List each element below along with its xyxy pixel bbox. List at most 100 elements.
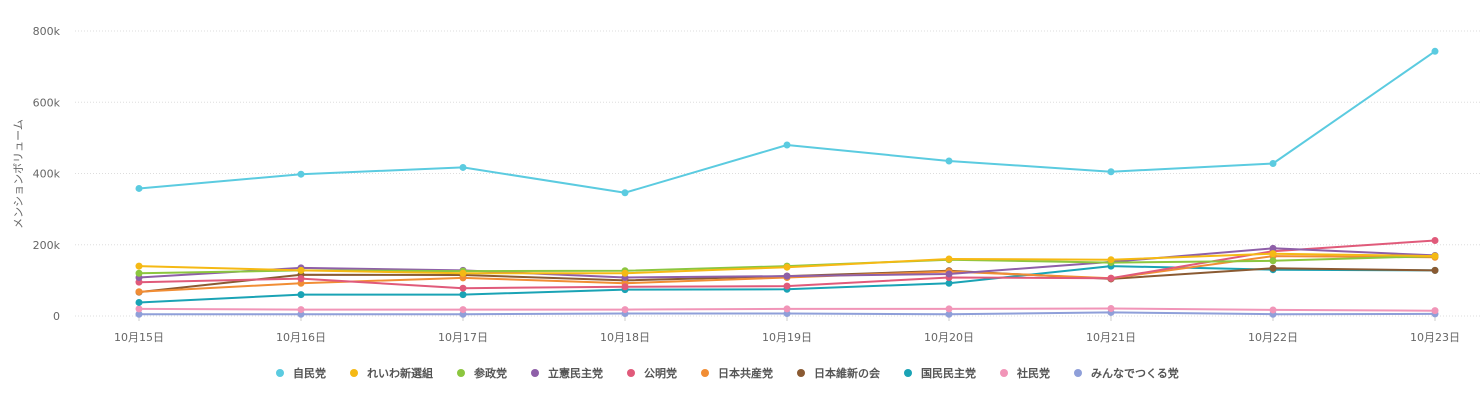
legend-marker xyxy=(1074,369,1082,377)
legend-item: 社民党 xyxy=(1000,366,1050,380)
data-point xyxy=(459,291,467,299)
data-point xyxy=(621,269,629,277)
y-tick-label: 800k xyxy=(33,25,61,38)
data-point xyxy=(1269,160,1277,168)
legend-label: 自民党 xyxy=(293,366,326,380)
data-point xyxy=(1431,47,1439,55)
data-point xyxy=(1269,250,1277,258)
data-point xyxy=(783,141,791,149)
data-point xyxy=(135,305,143,313)
series-2 xyxy=(135,250,1439,277)
legend-marker xyxy=(531,369,539,377)
legend-label: 日本維新の会 xyxy=(814,366,881,380)
y-axis: 0 200k 400k 600k 800k xyxy=(33,25,61,323)
data-point xyxy=(135,298,143,306)
y-tick-label: 600k xyxy=(33,96,61,109)
x-tick-label: 10月20日 xyxy=(924,331,974,344)
data-point xyxy=(783,263,791,271)
legend-marker xyxy=(627,369,635,377)
legend-label: 日本共産党 xyxy=(718,366,773,380)
data-point xyxy=(459,306,467,314)
legend-item: 日本維新の会 xyxy=(797,366,881,380)
legend-item: れいわ新選組 xyxy=(350,366,433,380)
data-point xyxy=(945,310,953,318)
legend-item: 自民党 xyxy=(276,366,326,380)
x-axis: 10月15日 10月16日 10月17日 10月18日 10月19日 10月20日 10月2… xyxy=(114,331,1460,344)
legend-label: 国民民主党 xyxy=(921,366,976,380)
data-point xyxy=(621,189,629,197)
legend-marker xyxy=(701,369,709,377)
data-point xyxy=(135,262,143,270)
data-point xyxy=(1107,274,1115,282)
y-tick-label: 200k xyxy=(33,239,61,252)
x-tick-label: 10月16日 xyxy=(276,331,326,344)
legend-item: 立憲民主党 xyxy=(531,366,603,380)
data-point xyxy=(1107,168,1115,176)
data-point xyxy=(459,269,467,277)
legend-item: 公明党 xyxy=(627,366,677,380)
data-point xyxy=(1269,264,1277,272)
data-point xyxy=(945,270,953,278)
legend-label: 公明党 xyxy=(644,366,677,380)
data-point xyxy=(1431,307,1439,315)
data-point xyxy=(297,275,305,283)
series-line xyxy=(138,50,1436,194)
data-point xyxy=(297,266,305,274)
data-point xyxy=(621,306,629,314)
legend-marker xyxy=(1000,369,1008,377)
legend-label: みんなでつくる党 xyxy=(1091,366,1179,380)
data-point xyxy=(459,163,467,171)
legend-item: 日本共産党 xyxy=(701,366,773,380)
data-point xyxy=(459,284,467,292)
data-point xyxy=(945,157,953,165)
x-tick-label: 10月17日 xyxy=(438,331,488,344)
series-5 xyxy=(135,236,1439,292)
legend-label: 社民党 xyxy=(1016,366,1050,380)
data-point xyxy=(783,272,791,280)
legend-marker xyxy=(457,369,465,377)
x-tick-label: 10月19日 xyxy=(762,331,812,344)
data-point xyxy=(135,269,143,277)
data-point xyxy=(1431,252,1439,260)
legend-marker xyxy=(797,369,805,377)
legend-marker xyxy=(276,369,284,377)
data-point xyxy=(783,305,791,313)
x-tick-label: 10月18日 xyxy=(600,331,650,344)
series-9 xyxy=(135,305,1439,315)
y-tick-label: 0 xyxy=(53,310,60,323)
data-point xyxy=(1107,305,1115,313)
y-axis-title: メンションボリューム xyxy=(12,119,25,229)
data-point xyxy=(1431,266,1439,274)
legend-label: れいわ新選組 xyxy=(367,366,433,380)
legend-item: 国民民主党 xyxy=(904,366,976,380)
legend-marker xyxy=(904,369,912,377)
data-point xyxy=(945,279,953,287)
legend-item: みんなでつくる党 xyxy=(1074,366,1179,380)
x-tick-label: 10月23日 xyxy=(1410,331,1460,344)
data-point xyxy=(1107,256,1115,264)
data-point xyxy=(1431,236,1439,244)
data-point xyxy=(783,282,791,290)
data-point xyxy=(1269,244,1277,252)
legend: 自民党 れいわ新選組 参政党 立憲民主党 公明党 日本共産党 日本維新の会 国民民主党 社民党 み… xyxy=(276,366,1179,380)
data-point xyxy=(1269,306,1277,314)
data-point xyxy=(297,306,305,314)
y-tick-label: 400k xyxy=(33,168,61,181)
x-tick-label: 10月21日 xyxy=(1086,331,1136,344)
x-tick-label: 10月15日 xyxy=(114,331,164,344)
legend-item: 参政党 xyxy=(457,366,507,380)
data-point xyxy=(135,288,143,296)
data-point xyxy=(945,305,953,313)
data-point xyxy=(945,255,953,263)
series xyxy=(135,47,1439,318)
legend-label: 立憲民主党 xyxy=(548,366,603,380)
data-point xyxy=(135,184,143,192)
x-tick-label: 10月22日 xyxy=(1248,331,1298,344)
data-point xyxy=(297,291,305,299)
legend-label: 参政党 xyxy=(474,366,507,380)
data-point xyxy=(621,283,629,291)
data-point xyxy=(1269,257,1277,265)
legend-marker xyxy=(350,369,358,377)
